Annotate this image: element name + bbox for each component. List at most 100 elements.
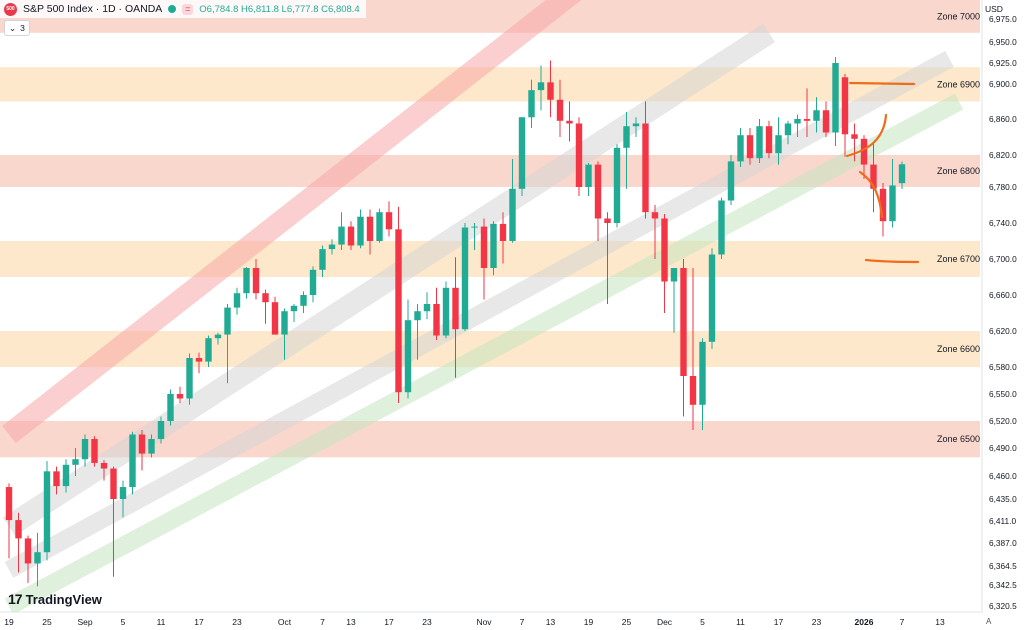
candle-body [5,487,13,521]
time-tick-label: 11 [157,617,166,627]
candle-body [480,226,488,268]
equals-icon[interactable]: = [182,3,194,15]
price-tick-label: 6,520.0 [989,416,1017,426]
candle-body [661,218,668,282]
candle-body [91,439,98,463]
zone-label: Zone 6500 [937,434,980,444]
candle-body [784,123,792,136]
indicators-toggle[interactable]: ⌄ 3 [4,20,30,36]
time-tick-label: 19 [584,617,594,627]
price-tick-label: 6,387.0 [989,538,1017,548]
candle-body [338,226,345,245]
candle-body [205,338,212,362]
time-tick-label: 25 [42,617,52,627]
price-tick-label: 6,740.0 [989,218,1017,228]
open-value: O6,784.8 [199,3,239,15]
red-channel [2,0,582,444]
zone-label: Zone 6900 [937,79,980,89]
candle-body [110,468,117,499]
candle-body [832,63,839,133]
time-tick-label: Oct [278,617,292,627]
candle-body [309,269,317,295]
candle-body [509,188,516,241]
candle-body [566,120,573,124]
candle-body [129,434,136,488]
time-tick-label: 2026 [855,617,874,627]
candle-body [879,188,887,222]
price-tick-label: 6,860.0 [989,114,1017,124]
price-tick-label: 6,975.0 [989,14,1017,24]
tradingview-logo[interactable]: 17 TradingView [8,591,102,607]
zone-label: Zone 6600 [937,344,980,354]
zone-label: Zone 6800 [937,166,980,176]
candle-body [623,126,630,148]
price-tick-label: 6,950.0 [989,37,1017,47]
candle-body [756,126,763,159]
candle-body [214,334,222,339]
price-tick-label: 6,580.0 [989,362,1017,372]
candle-body [252,268,260,294]
candle-body [423,304,431,312]
close-value: C6,808.4 [321,3,360,15]
price-tick-label: 6,490.0 [989,443,1017,453]
candle-body [100,462,108,469]
candle-body [262,293,269,303]
candle-body [746,135,754,159]
candle-body [62,464,70,487]
candle-body [889,185,896,222]
high-value: H6,811.8 [241,3,279,15]
candle-body [471,226,478,228]
candle-body [518,117,526,189]
candle-body [328,244,336,250]
market-status-dot-icon [168,5,177,13]
time-tick-label: 11 [736,617,745,627]
candle-body [72,459,79,465]
time-tick-label: 7 [900,617,905,627]
candle-body [575,123,583,187]
time-tick-label: 17 [774,617,784,627]
candle-body [898,164,906,184]
projection-arc-up [845,113,888,158]
auto-scale-button[interactable]: A [986,617,992,626]
currency-label[interactable]: USD [985,4,1003,14]
symbol-title[interactable]: S&P 500 Index · 1D · OANDA [23,3,163,15]
price-tick-label: 6,900.0 [989,79,1017,89]
sp500-logo-icon: 500 [4,2,17,16]
price-tick-label: 6,660.0 [989,290,1017,300]
zone-label: Zone 6700 [937,254,980,264]
candle-body [689,376,697,405]
candle-body [718,200,725,255]
candle-body [195,358,203,362]
time-tick-label: 23 [232,617,242,627]
zone-band [0,241,980,277]
candle-body [651,212,659,219]
candle-body [604,218,611,223]
candle-body [15,520,22,539]
candle-body [385,212,393,230]
candle-body [176,394,184,399]
candle-body [461,227,469,330]
candle-body [433,304,440,336]
time-tick-label: 5 [700,617,705,627]
candle-body [233,293,241,308]
candle-body [860,138,868,165]
projection-line-lower [864,258,920,264]
candle-body [357,216,364,246]
candle-body [281,311,288,335]
symbol-header[interactable]: 500 S&P 500 Index · 1D · OANDA = O6,784.… [0,0,366,18]
candle-body [813,110,820,121]
candle-body [376,212,383,241]
candle-body [499,223,507,241]
candle-body [53,471,60,487]
candle-body [119,487,127,499]
candle-body [347,226,355,246]
indicator-count: 3 [20,23,25,33]
candle-body [243,268,250,294]
candle-body [167,394,174,421]
candle-body [24,538,32,564]
candle-body [138,434,146,454]
price-tick-label: 6,820.0 [989,150,1017,160]
candle-body [727,161,735,201]
